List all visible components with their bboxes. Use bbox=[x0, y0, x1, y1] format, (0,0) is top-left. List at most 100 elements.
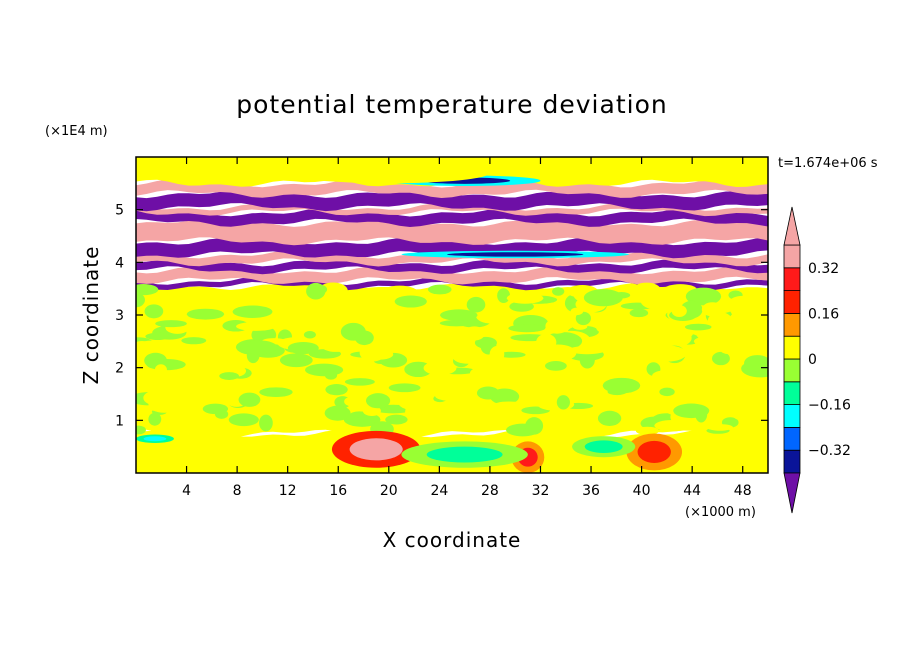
field-patch bbox=[536, 333, 557, 351]
field-patch bbox=[320, 339, 351, 352]
field-patch bbox=[181, 362, 213, 379]
field-patch bbox=[559, 368, 599, 384]
field-patch bbox=[145, 332, 171, 340]
field-layer bbox=[136, 218, 768, 246]
colorbar-under-triangle bbox=[783, 472, 801, 514]
field-patch bbox=[632, 282, 661, 299]
field-layer bbox=[136, 208, 768, 227]
field-patch bbox=[733, 412, 757, 421]
field-patch bbox=[738, 346, 758, 355]
field-patch bbox=[673, 403, 710, 419]
y-ticks: 1 2 3 4 5 bbox=[115, 203, 768, 429]
field-patch bbox=[659, 387, 675, 397]
field-patch bbox=[714, 323, 750, 338]
field-patch bbox=[722, 392, 762, 410]
field-patch bbox=[188, 321, 220, 335]
field-patch bbox=[144, 304, 164, 319]
field-patch bbox=[354, 330, 374, 346]
field-patch bbox=[155, 320, 187, 328]
field-patch bbox=[143, 389, 177, 407]
field-patch bbox=[575, 311, 591, 326]
field-patch bbox=[602, 377, 641, 394]
field-patch bbox=[684, 395, 720, 403]
field-patch bbox=[431, 295, 468, 304]
field-patch bbox=[394, 295, 427, 308]
field-patch bbox=[545, 318, 569, 334]
colorbar-box bbox=[783, 335, 801, 360]
x-unit-label: (×1000 m) bbox=[685, 505, 756, 520]
colorbar-label: −0.16 bbox=[808, 398, 851, 414]
field-patch bbox=[469, 367, 494, 380]
colorbar-box bbox=[783, 267, 801, 291]
x-tick-label: 16 bbox=[329, 483, 347, 499]
field-patch bbox=[366, 393, 391, 409]
field-patch bbox=[219, 372, 239, 380]
y-tick-label: 2 bbox=[115, 361, 124, 377]
field-patch bbox=[408, 321, 429, 329]
x-tick-label: 4 bbox=[182, 483, 191, 499]
field-patch bbox=[475, 308, 507, 324]
field-patch bbox=[652, 370, 675, 382]
field-patch bbox=[519, 388, 541, 401]
colorbar-box bbox=[783, 449, 801, 474]
x-tick-label: 36 bbox=[582, 483, 600, 499]
field-patch bbox=[136, 292, 145, 308]
field-patch bbox=[281, 322, 305, 332]
field-patch bbox=[325, 384, 348, 396]
x-axis-title: X coordinate bbox=[383, 528, 522, 552]
field-patch bbox=[184, 418, 201, 427]
colorbar-box bbox=[783, 404, 801, 428]
field-patch bbox=[506, 292, 544, 304]
field-patch bbox=[583, 289, 623, 307]
field-patch bbox=[539, 368, 553, 379]
field-feature-core bbox=[637, 440, 671, 463]
field-patch bbox=[391, 329, 415, 341]
field-patch bbox=[456, 377, 490, 391]
field-patch bbox=[635, 426, 660, 435]
field-patch bbox=[154, 364, 167, 376]
x-tick-label: 32 bbox=[532, 483, 550, 499]
colorbar: 0.32 0.16 0 −0.16 −0.32 bbox=[783, 206, 851, 514]
y-tick-label: 3 bbox=[115, 308, 124, 324]
field-feature-core bbox=[328, 166, 450, 180]
field-patch bbox=[445, 340, 477, 347]
field-patch bbox=[398, 394, 427, 410]
field-patch bbox=[238, 392, 261, 407]
field-patch bbox=[344, 396, 359, 407]
colorbar-box bbox=[783, 244, 801, 269]
field-patch bbox=[562, 382, 584, 399]
field-patch bbox=[556, 395, 570, 410]
field-patch bbox=[597, 410, 622, 426]
y-tick-label: 5 bbox=[115, 203, 124, 219]
chart-title: potential temperature deviation bbox=[236, 90, 667, 119]
field-layer bbox=[136, 179, 768, 198]
field-patch bbox=[150, 427, 188, 434]
field-patch bbox=[211, 356, 224, 370]
field-patch bbox=[240, 340, 278, 355]
field-patch bbox=[535, 416, 574, 423]
field-patch bbox=[136, 314, 169, 331]
field-patch bbox=[492, 401, 526, 410]
y-axis-title: Z coordinate bbox=[79, 246, 103, 385]
x-tick-label: 12 bbox=[279, 483, 297, 499]
field-patch bbox=[344, 378, 375, 386]
y-tick-label: 1 bbox=[115, 413, 124, 429]
field-patch bbox=[671, 305, 687, 318]
field-patch bbox=[596, 320, 627, 335]
field-feature-core bbox=[584, 440, 623, 453]
field-patch bbox=[359, 343, 386, 362]
field-patch bbox=[324, 371, 338, 380]
field-patch bbox=[508, 324, 546, 333]
field-feature-core bbox=[143, 436, 167, 442]
field-patch bbox=[136, 425, 146, 435]
field-patch bbox=[453, 351, 484, 364]
field-patch bbox=[489, 345, 505, 363]
colorbar-box bbox=[783, 290, 801, 314]
field-patch bbox=[228, 413, 259, 427]
field-patch bbox=[385, 414, 408, 425]
field-patch bbox=[405, 403, 418, 421]
x-tick-label: 48 bbox=[734, 483, 752, 499]
field-patch bbox=[427, 284, 452, 295]
field-patch bbox=[294, 419, 319, 431]
